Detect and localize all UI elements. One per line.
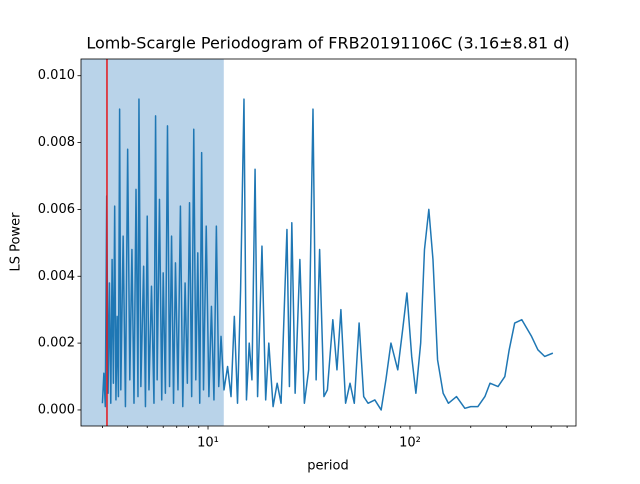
axes: 0.000 0.002 0.004 0.006 0.008 0.010 10¹ 10²	[38, 68, 568, 451]
plot-area	[81, 59, 554, 426]
y-tick-label: 0.004	[38, 269, 75, 284]
x-tick-label: 10²	[399, 436, 421, 451]
axes-frame	[80, 58, 577, 427]
y-tick-label: 0.010	[38, 68, 75, 83]
y-tick-label: 0.002	[38, 336, 75, 351]
y-tick-label: 0.006	[38, 202, 75, 217]
x-axis-label: period	[307, 459, 348, 474]
chart-title: Lomb-Scargle Periodogram of FRB20191106C…	[86, 34, 569, 53]
x-tick-label: 10¹	[197, 436, 219, 451]
y-tick-label: 0.008	[38, 135, 75, 150]
series-line	[101, 98, 554, 411]
y-tick-label: 0.000	[38, 402, 75, 417]
y-axis-label: LS Power	[9, 212, 24, 272]
